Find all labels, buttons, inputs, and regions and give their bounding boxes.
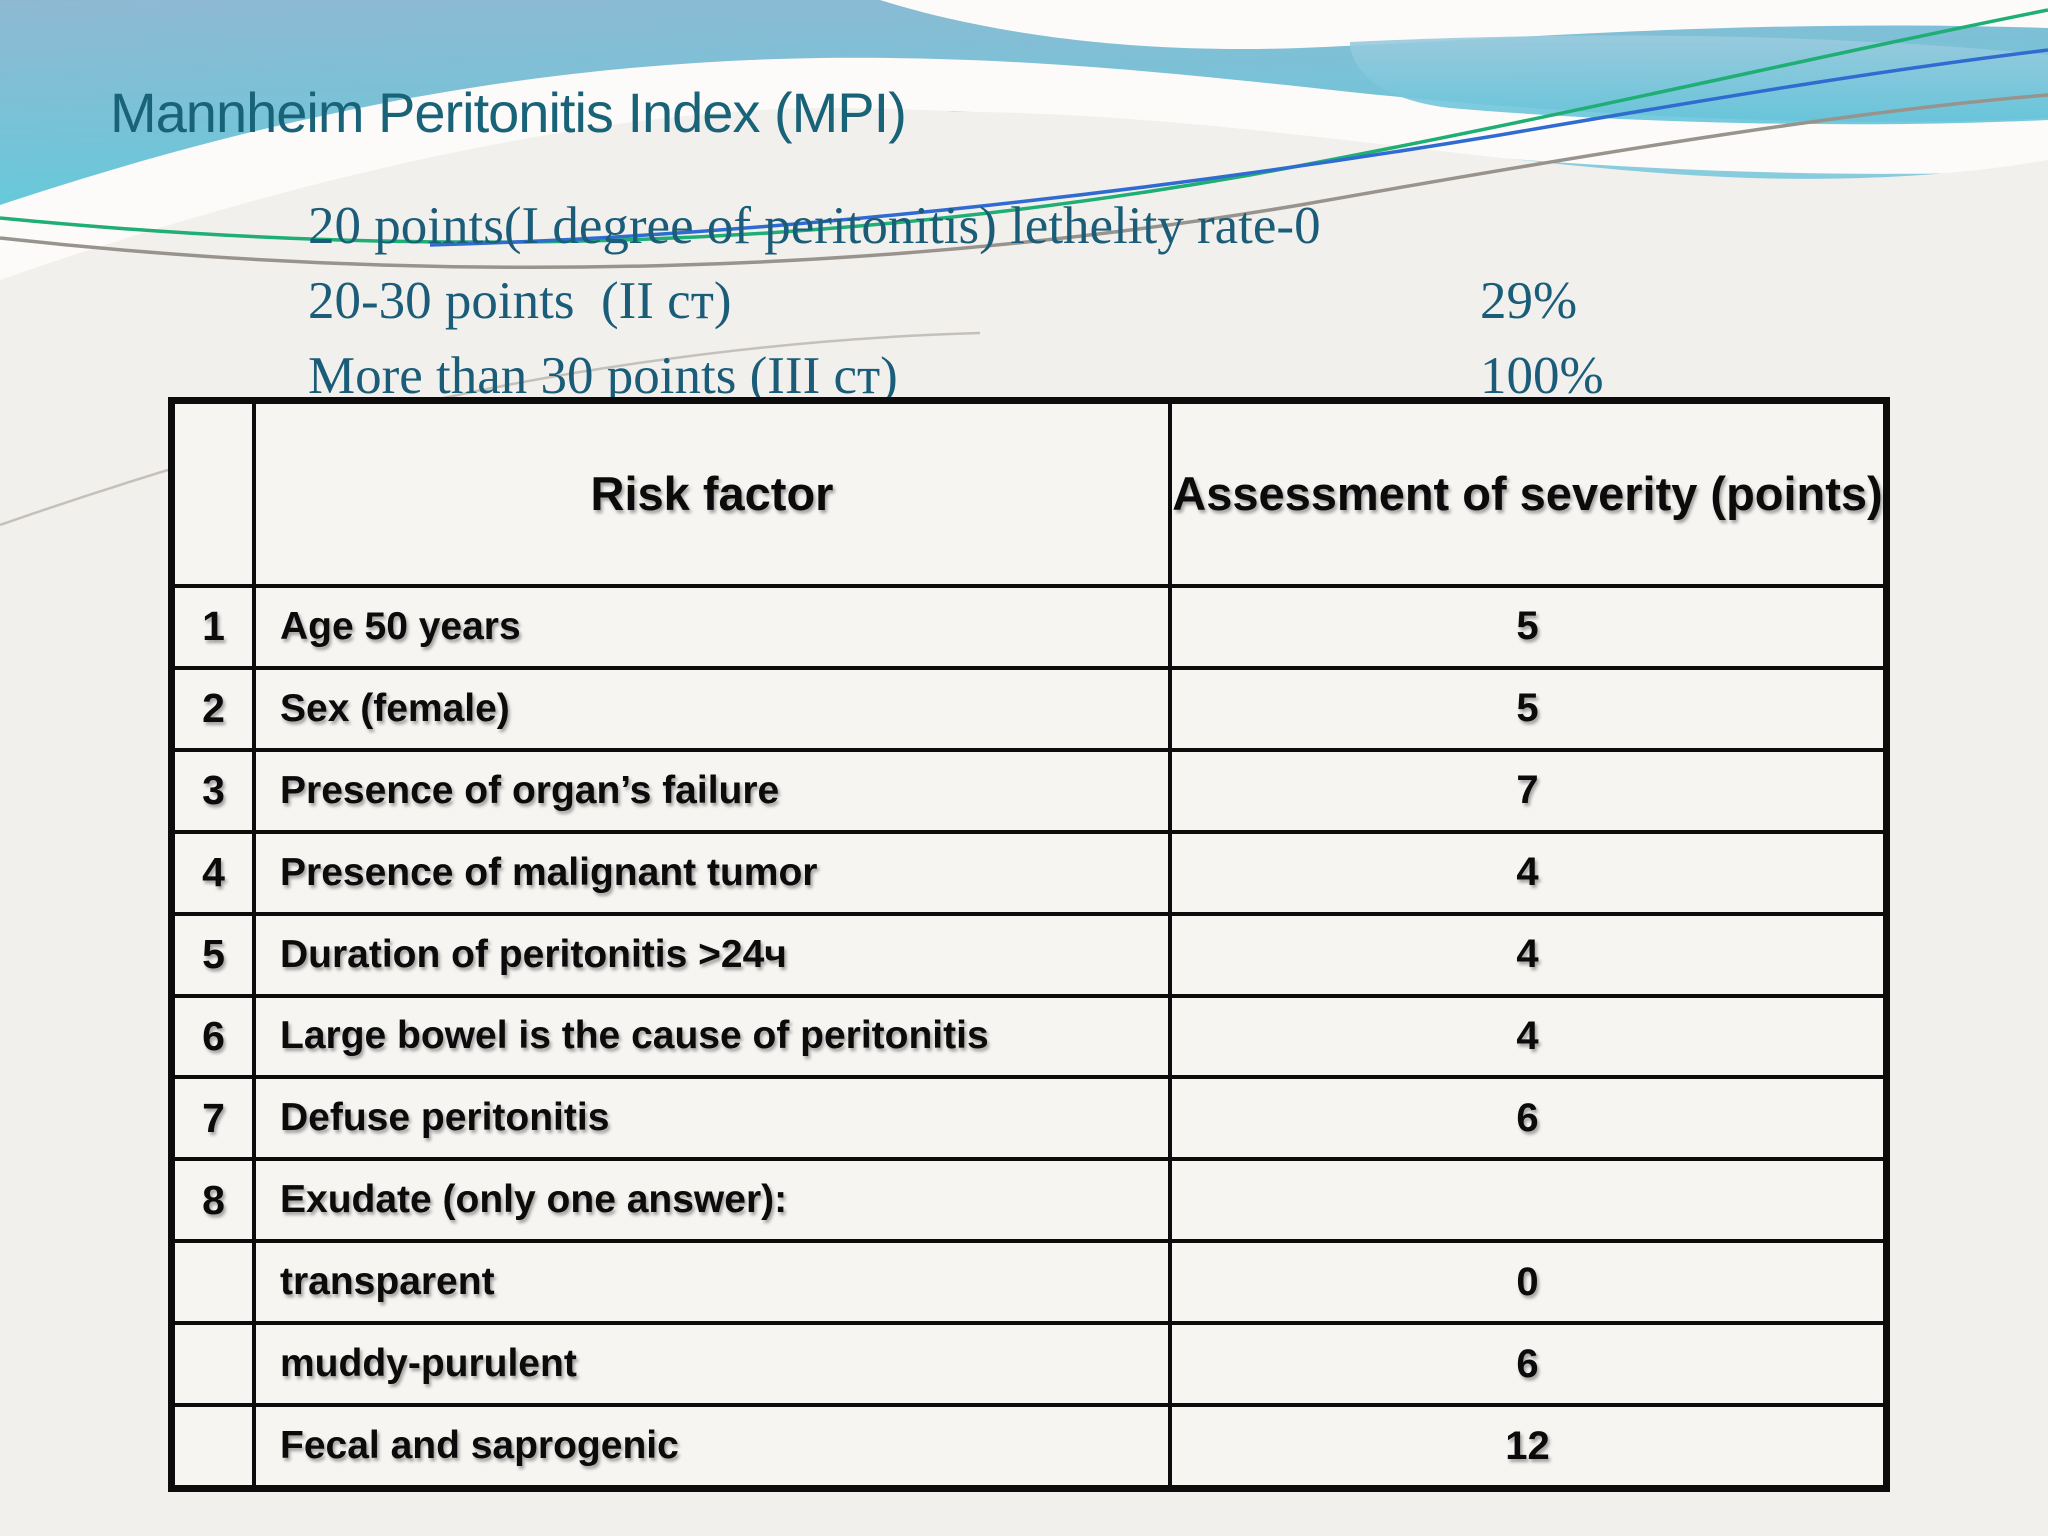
points-cell: 0 bbox=[1172, 1243, 1883, 1322]
curve-green bbox=[0, 8, 2048, 244]
row-number-cell: 2 bbox=[175, 669, 252, 748]
row-number-cell: 6 bbox=[175, 997, 252, 1076]
risk-factor-cell: muddy-purulent bbox=[256, 1325, 1168, 1404]
intro-line-label: 20-30 points (II ст) bbox=[308, 272, 732, 330]
intro-line-label: 20 points(I degree of peritonitis) lethe… bbox=[308, 197, 1321, 255]
points-cell: 12 bbox=[1172, 1407, 1883, 1485]
intro-line-value: 100% bbox=[1480, 347, 1604, 405]
row-number-cell bbox=[175, 1243, 252, 1322]
row-number-cell: 4 bbox=[175, 833, 252, 912]
intro-line-value: 29% bbox=[1480, 272, 1578, 330]
header-assessment: Assessment of severity (points) bbox=[1172, 404, 1883, 584]
row-number-cell bbox=[175, 1407, 252, 1485]
points-cell: 5 bbox=[1172, 588, 1883, 666]
risk-factor-cell: Presence of malignant tumor bbox=[256, 833, 1168, 912]
row-number-cell bbox=[175, 1325, 252, 1404]
risk-factor-cell: Exudate (only one answer): bbox=[256, 1161, 1168, 1240]
points-cell: 7 bbox=[1172, 751, 1883, 830]
curve-gray bbox=[0, 93, 2048, 270]
intro-line: 20-30 points (II ст) 29% bbox=[308, 271, 1708, 346]
points-cell bbox=[1172, 1161, 1883, 1240]
wave-corner-wedge bbox=[880, 0, 2048, 50]
curve-blue bbox=[429, 48, 2048, 247]
row-number-cell: 1 bbox=[175, 588, 252, 666]
points-cell: 4 bbox=[1172, 833, 1883, 912]
header-risk-factor: Risk factor bbox=[256, 404, 1168, 584]
risk-factor-cell: transparent bbox=[256, 1243, 1168, 1322]
curve-gray-tail bbox=[0, 331, 981, 527]
header-number-cell bbox=[175, 404, 252, 584]
row-number-cell: 5 bbox=[175, 915, 252, 994]
mpi-table: Risk factor Assessment of severity (poin… bbox=[168, 397, 1890, 1492]
risk-factor-cell: Age 50 years bbox=[256, 588, 1168, 666]
points-cell: 4 bbox=[1172, 997, 1883, 1076]
risk-factor-cell: Presence of organ’s failure bbox=[256, 751, 1168, 830]
page-title: Mannheim Peritonitis Index (MPI) bbox=[110, 81, 907, 144]
risk-factor-cell: Defuse peritonitis bbox=[256, 1079, 1168, 1158]
risk-factor-cell: Large bowel is the cause of peritonitis bbox=[256, 997, 1168, 1076]
intro-line: 20 points(I degree of peritonitis) lethe… bbox=[308, 196, 1708, 271]
row-number-cell: 7 bbox=[175, 1079, 252, 1158]
row-number-cell: 3 bbox=[175, 751, 252, 830]
points-cell: 6 bbox=[1172, 1079, 1883, 1158]
intro-text-block: 20 points(I degree of peritonitis) lethe… bbox=[308, 196, 1708, 421]
points-cell: 5 bbox=[1172, 669, 1883, 748]
points-cell: 4 bbox=[1172, 915, 1883, 994]
risk-factor-cell: Sex (female) bbox=[256, 669, 1168, 748]
risk-factor-cell: Fecal and saprogenic bbox=[256, 1407, 1168, 1485]
risk-factor-cell: Duration of peritonitis >24ч bbox=[256, 915, 1168, 994]
intro-line: More than 30 points (III ст) 100% bbox=[308, 346, 1708, 421]
points-cell: 6 bbox=[1172, 1325, 1883, 1404]
row-number-cell: 8 bbox=[175, 1161, 252, 1240]
intro-line-label: More than 30 points (III ст) bbox=[308, 347, 898, 405]
wave-corner-teal bbox=[1350, 35, 2048, 125]
